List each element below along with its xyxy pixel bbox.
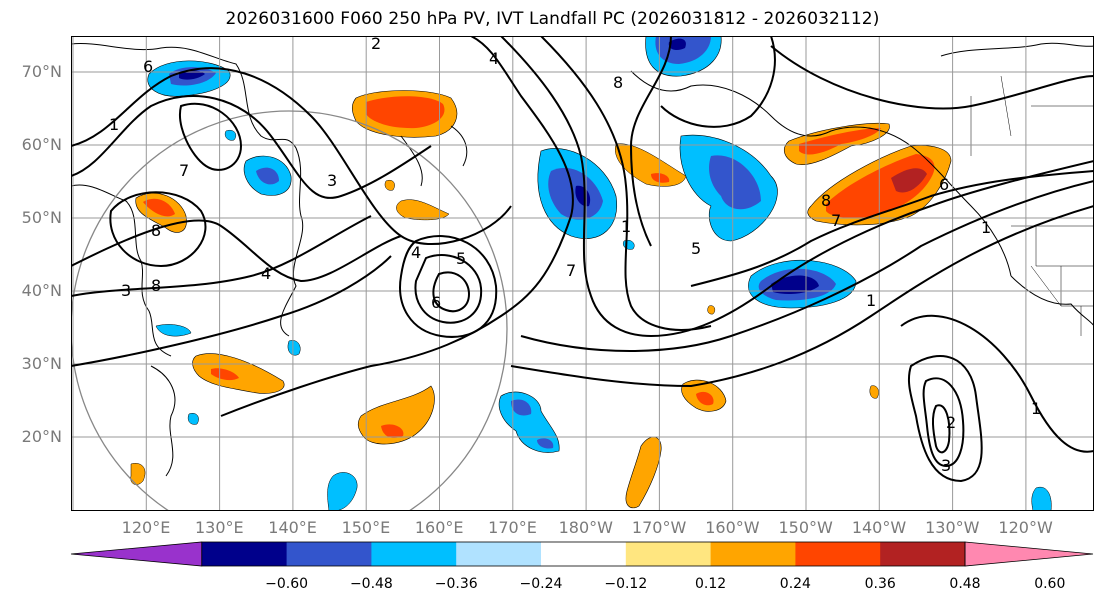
contour-label: 6 (143, 57, 153, 76)
latitude-label: 40°N (21, 281, 62, 300)
longitude-label: 170°W (631, 518, 687, 537)
contour-label: 3 (941, 456, 951, 475)
longitude-label: 130°W (925, 518, 980, 537)
colorbar-box (371, 542, 457, 566)
contour-label: 2 (371, 36, 381, 53)
contour-label: 1 (866, 291, 876, 310)
pos-anomaly-central-south (357, 385, 435, 445)
contour-label: 1 (621, 217, 631, 236)
colorbar-box (625, 542, 712, 566)
colorbar-box (710, 542, 796, 566)
boundaries (970, 75, 1094, 336)
contour-label: 4 (261, 264, 271, 283)
colorbar-box (880, 542, 966, 566)
longitude-label: 140°E (268, 518, 317, 537)
contour-label: 7 (831, 211, 841, 230)
latitude-label: 50°N (21, 208, 62, 227)
colorbar-tick-label: −0.48 (349, 576, 393, 592)
map-title: 2026031600 F060 250 hPa PV, IVT Landfall… (225, 9, 880, 29)
contour-label: 6 (939, 175, 949, 194)
contour-label: 8 (151, 276, 161, 295)
longitude-label: 120°E (121, 518, 171, 537)
colorbar-box (286, 542, 372, 566)
contour-label: 8 (821, 191, 831, 210)
pos-anomaly-hawaii-south (625, 436, 662, 509)
contour-label: 1 (109, 115, 119, 134)
colorbar-tick-label: −0.36 (434, 576, 478, 592)
latitude-label: 60°N (21, 135, 62, 154)
longitude-label: 150°E (341, 518, 391, 537)
latitude-label: 20°N (21, 427, 62, 446)
colorbar-box (201, 542, 288, 566)
graticule (71, 36, 1094, 511)
contour-label: 5 (456, 249, 466, 268)
colorbar-tick-label: 0.36 (864, 576, 896, 592)
colorbar-tick-label: 0.24 (779, 576, 811, 592)
colorbar-extend-max (964, 541, 1094, 567)
contour-label: 4 (411, 243, 421, 262)
contour-label: 8 (151, 221, 161, 240)
contour-label: 5 (691, 239, 701, 258)
colorbar-tick-label: 0.48 (949, 576, 981, 592)
pv-anomaly-fills (130, 36, 1052, 511)
latitude-label: 70°N (21, 62, 62, 81)
longitude-label: 160°E (414, 518, 464, 537)
contour-label: 1 (981, 218, 991, 237)
colorbar-tick-label: 0.60 (1034, 576, 1066, 592)
colorbar-box (541, 542, 627, 566)
colorbar-tick-label: −0.24 (519, 576, 563, 592)
colorbar-tick-label: 0.12 (695, 576, 727, 592)
pv-contours (71, 36, 1094, 483)
contour-label: 7 (566, 261, 576, 280)
contour-label: 6 (431, 293, 441, 312)
longitude-label: 120°W (998, 518, 1053, 537)
longitude-label: 150°W (778, 518, 833, 537)
longitude-label: 160°W (705, 518, 760, 537)
colorbar-box (456, 542, 542, 566)
longitude-label: 140°W (851, 518, 907, 537)
colorbar-tick-label: −0.12 (604, 576, 648, 592)
contour-label: 1 (1031, 399, 1041, 418)
colorbar-tick-label: −0.60 (265, 576, 309, 592)
contour-label: 4 (489, 49, 499, 68)
contour-label: 3 (327, 171, 337, 190)
contour-label: 7 (179, 161, 189, 180)
contour-label: 8 (613, 73, 623, 92)
longitude-label: 180°W (558, 518, 613, 537)
colorbar (70, 541, 1094, 567)
reference-circle (71, 110, 508, 511)
longitude-label: 130°E (194, 518, 244, 537)
colorbar-box (795, 542, 881, 566)
longitude-label: 170°E (488, 518, 537, 537)
latitude-label: 30°N (21, 354, 62, 373)
contour-label: 3 (121, 281, 131, 300)
pos-anomaly-south-japan (192, 353, 285, 394)
contour-label: 2 (946, 413, 956, 432)
colorbar-extend-min (70, 541, 203, 567)
